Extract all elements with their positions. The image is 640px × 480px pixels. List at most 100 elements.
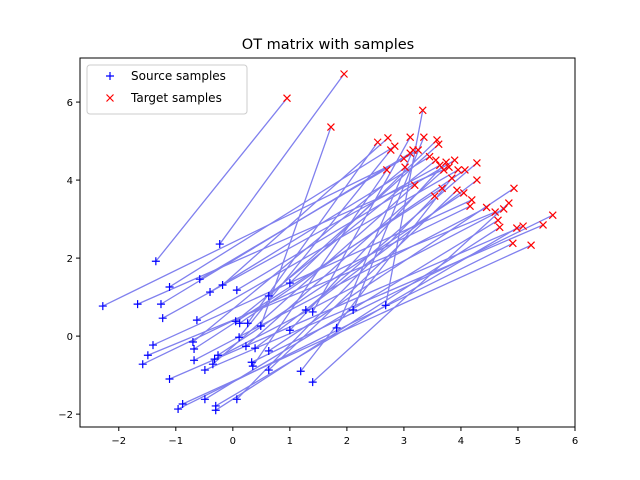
x-tick-label: 2 xyxy=(344,436,350,447)
source-point xyxy=(138,360,147,369)
source-point xyxy=(211,406,220,415)
target-point xyxy=(472,176,481,185)
source-point xyxy=(232,395,241,404)
source-point xyxy=(200,366,209,375)
source-point xyxy=(241,342,250,351)
legend-target-label: Target samples xyxy=(130,91,222,105)
source-point xyxy=(231,317,240,326)
source-point xyxy=(195,275,204,284)
source-point xyxy=(251,344,260,353)
x-tick-label: 5 xyxy=(515,436,521,447)
target-point xyxy=(384,134,392,142)
y-tick-label: −2 xyxy=(58,410,73,421)
source-point xyxy=(206,288,215,297)
source-point xyxy=(235,333,244,342)
source-point xyxy=(296,367,305,376)
ot-link-line xyxy=(251,214,554,363)
source-point xyxy=(308,378,317,387)
ot-link-line xyxy=(312,136,411,313)
source-point xyxy=(165,375,174,384)
target-point xyxy=(445,163,453,172)
ot-link-line xyxy=(254,179,478,349)
source-point xyxy=(301,305,310,314)
ot-link-line xyxy=(305,162,478,311)
source-point xyxy=(243,319,252,328)
x-tick-label: 4 xyxy=(458,436,464,447)
target-point xyxy=(410,181,419,190)
target-point xyxy=(433,135,441,144)
target-point xyxy=(527,241,536,250)
target-point xyxy=(519,222,528,231)
chart-title: OT matrix with samples xyxy=(242,37,414,53)
ot-link-line xyxy=(268,189,458,371)
ot-link-line xyxy=(219,73,345,245)
target-point xyxy=(459,189,468,197)
target-point xyxy=(406,133,415,142)
source-point xyxy=(232,286,241,295)
x-tick-label: 3 xyxy=(401,436,407,447)
target-point xyxy=(340,70,348,78)
source-point xyxy=(156,300,165,309)
target-point xyxy=(406,149,415,158)
ot-link-line xyxy=(236,195,436,400)
target-point xyxy=(401,163,409,172)
source-point xyxy=(349,305,358,314)
source-point xyxy=(133,300,142,309)
ot-link-line xyxy=(212,184,416,365)
source-point xyxy=(381,301,390,310)
source-point xyxy=(200,395,209,404)
target-point xyxy=(431,156,440,165)
target-point xyxy=(438,184,447,193)
x-tick-label: −2 xyxy=(111,436,126,447)
legend: Source samples Target samples xyxy=(86,64,248,115)
legend-source-marker xyxy=(106,72,114,80)
target-point xyxy=(419,133,428,142)
ot-link-line xyxy=(155,97,288,262)
source-point xyxy=(143,351,152,360)
ot-link-line xyxy=(209,156,430,293)
target-point xyxy=(454,166,463,174)
target-point xyxy=(495,223,504,232)
ot-link-line xyxy=(300,177,453,372)
legend-box xyxy=(86,64,248,115)
ot-link-line xyxy=(289,161,447,331)
plot-frame xyxy=(79,57,576,428)
source-point xyxy=(178,399,187,408)
source-point xyxy=(190,344,199,353)
target-point xyxy=(283,94,291,103)
source-point xyxy=(308,307,317,316)
target-point xyxy=(491,208,500,216)
target-point xyxy=(450,156,459,165)
source-point xyxy=(235,319,244,328)
source-point xyxy=(208,360,217,369)
sample-markers xyxy=(98,70,557,415)
target-point xyxy=(512,224,521,232)
target-point xyxy=(482,203,491,212)
target-point xyxy=(430,192,439,201)
ot-link-line xyxy=(162,164,441,319)
source-point xyxy=(285,326,294,335)
target-point xyxy=(439,166,448,174)
ot-link-line xyxy=(169,145,396,288)
y-tick-label: 2 xyxy=(67,254,73,265)
y-tick-label: 6 xyxy=(67,98,73,109)
ot-link-line xyxy=(222,137,389,286)
source-point xyxy=(174,405,183,414)
x-tick-label: −1 xyxy=(168,436,183,447)
source-point xyxy=(158,314,167,323)
ot-lines xyxy=(102,73,554,411)
target-point xyxy=(434,140,443,149)
ot-link-line xyxy=(193,187,443,350)
ot-link-line xyxy=(336,149,414,329)
ot-link-line xyxy=(199,149,419,280)
target-point xyxy=(386,146,395,154)
source-point xyxy=(256,321,265,330)
source-point xyxy=(210,355,219,364)
target-point xyxy=(494,216,502,225)
ot-link-line xyxy=(169,225,524,380)
ot-link-line xyxy=(102,158,405,307)
y-tick-label: 0 xyxy=(67,332,73,343)
target-point xyxy=(548,211,557,220)
target-point xyxy=(447,174,456,183)
target-point xyxy=(472,159,481,167)
